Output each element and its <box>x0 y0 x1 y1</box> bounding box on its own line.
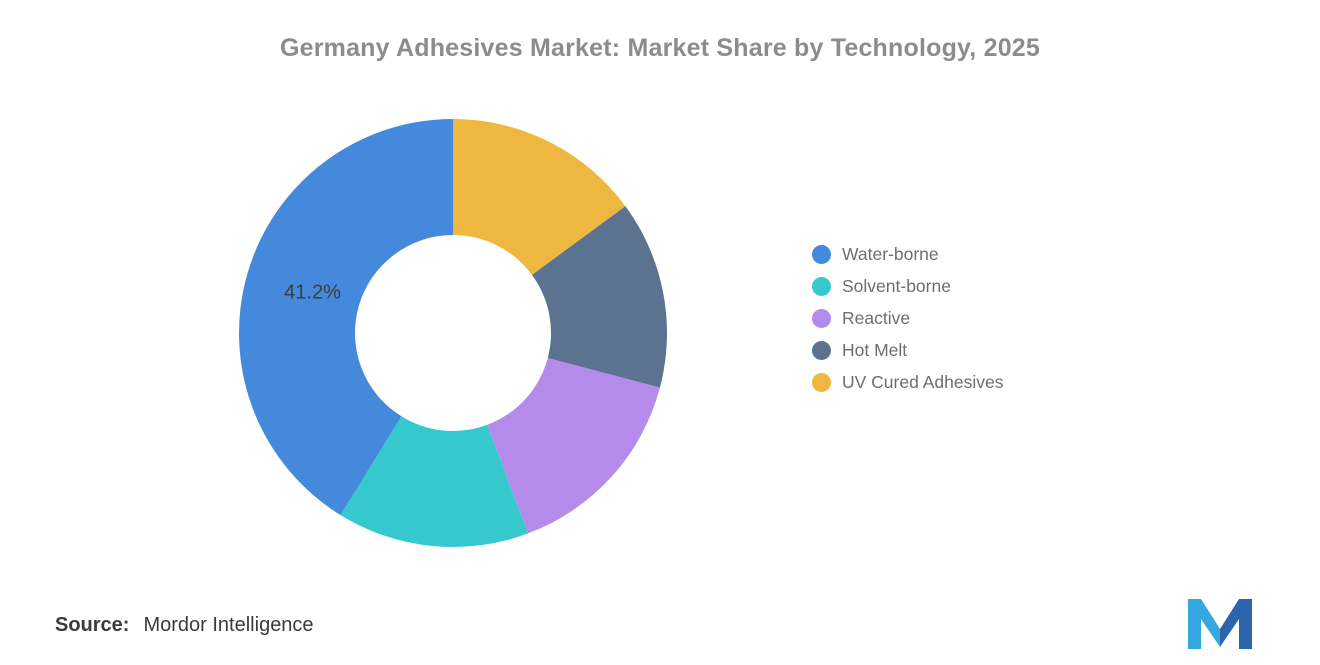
legend-label: Water-borne <box>842 243 939 264</box>
source-label: Source: <box>55 614 130 636</box>
legend-item-reactive: Reactive <box>812 309 1003 328</box>
legend-swatch-icon <box>812 277 831 296</box>
mordor-intelligence-logo <box>1188 598 1252 650</box>
legend-label: Solvent-borne <box>842 275 951 296</box>
legend-swatch-icon <box>812 341 831 360</box>
legend-item-solvent-borne: Solvent-borne <box>812 277 1003 296</box>
donut-chart-svg: 41.2% <box>239 119 668 547</box>
legend-item-water-borne: Water-borne <box>812 245 1003 264</box>
legend-label: UV Cured Adhesives <box>842 371 1004 392</box>
legend-label: Reactive <box>842 307 911 328</box>
mordor-intelligence-logo-mark <box>1188 599 1252 649</box>
legend-swatch-icon <box>812 373 831 392</box>
legend-swatch-icon <box>812 309 831 328</box>
slice-data-label: 41.2% <box>284 281 341 303</box>
source-row: Source: Mordor Intelligence <box>55 614 314 637</box>
donut-slice-reactive <box>487 357 660 534</box>
donut-slice-uv-cured-adhesives <box>453 119 626 275</box>
legend-swatch-icon <box>812 245 831 264</box>
donut-slice-water-borne <box>239 119 453 516</box>
legend-label: Hot Melt <box>842 339 908 360</box>
donut-chart: 41.2% <box>237 117 669 549</box>
source-value: Mordor Intelligence <box>143 614 314 636</box>
donut-slice-solvent-borne <box>340 416 529 547</box>
legend: Water-borne Solvent-borne Reactive Hot Melt… <box>812 245 1003 392</box>
legend-item-hot-melt: Hot Melt <box>812 341 1003 360</box>
legend-item-uv-cured-adhesives: UV Cured Adhesives <box>812 373 1003 392</box>
chart-title: Germany Adhesives Market: Market Share b… <box>279 34 1041 62</box>
donut-slice-hot-melt <box>531 206 668 388</box>
